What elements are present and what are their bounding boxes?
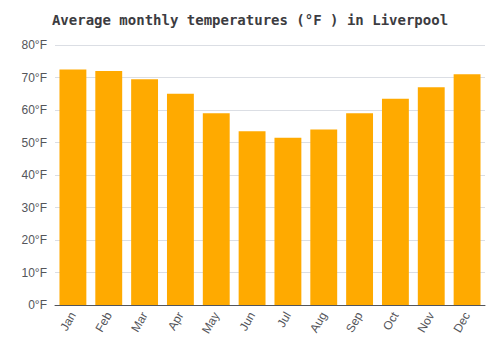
- svg-text:Jan: Jan: [57, 309, 79, 333]
- svg-text:60°F: 60°F: [22, 103, 47, 117]
- svg-text:Nov: Nov: [415, 309, 438, 334]
- svg-text:50°F: 50°F: [22, 136, 47, 150]
- svg-text:Oct: Oct: [380, 309, 402, 333]
- svg-text:Jun: Jun: [236, 309, 258, 333]
- svg-text:0°F: 0°F: [28, 298, 47, 312]
- svg-text:Feb: Feb: [92, 309, 115, 334]
- svg-text:10°F: 10°F: [22, 266, 47, 280]
- svg-text:Average monthly temperatures (: Average monthly temperatures (°F ) in Li…: [52, 12, 448, 28]
- svg-text:Apr: Apr: [165, 309, 186, 332]
- svg-text:80°F: 80°F: [22, 38, 47, 52]
- svg-text:Mar: Mar: [128, 309, 150, 334]
- svg-text:Sep: Sep: [343, 309, 366, 335]
- svg-text:70°F: 70°F: [22, 71, 47, 85]
- svg-text:May: May: [199, 309, 222, 336]
- svg-text:Aug: Aug: [307, 309, 330, 334]
- svg-text:20°F: 20°F: [22, 233, 47, 247]
- svg-text:Jul: Jul: [274, 309, 294, 329]
- svg-text:40°F: 40°F: [22, 168, 47, 182]
- svg-text:Dec: Dec: [450, 309, 473, 334]
- svg-text:30°F: 30°F: [22, 201, 47, 215]
